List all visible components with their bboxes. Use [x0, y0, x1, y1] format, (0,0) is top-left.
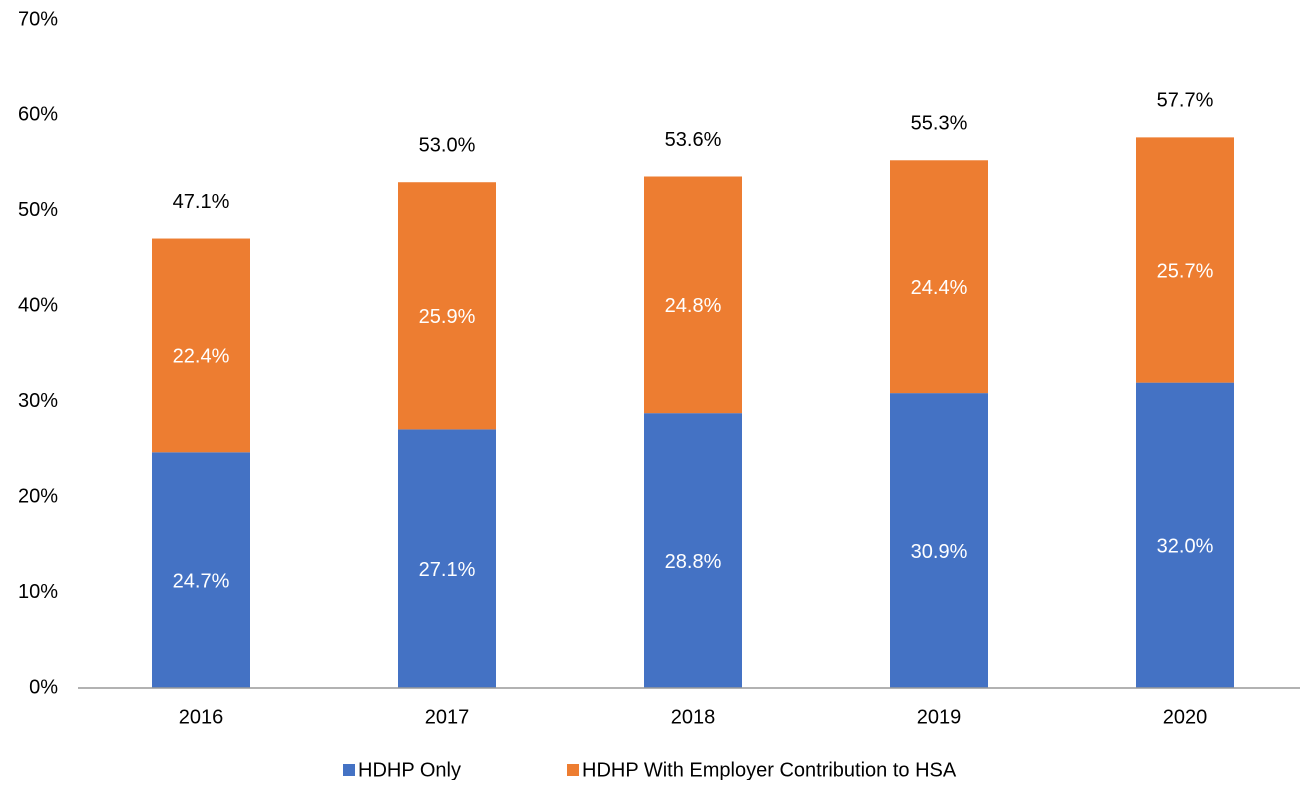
- y-tick-label: 70%: [18, 8, 58, 30]
- y-tick-label: 50%: [18, 199, 58, 221]
- y-tick-label: 0%: [29, 676, 58, 698]
- segment-label: 24.8%: [665, 295, 722, 317]
- segment-label: 22.4%: [173, 346, 230, 368]
- total-label: 53.0%: [419, 135, 476, 157]
- y-tick-label: 60%: [18, 104, 58, 126]
- bar-segment: [398, 182, 496, 430]
- segment-label: 24.4%: [911, 277, 968, 299]
- segment-label: 25.7%: [1157, 260, 1214, 282]
- bar-segment: [1136, 382, 1234, 688]
- x-tick-label: 2017: [425, 706, 470, 728]
- total-label: 57.7%: [1157, 90, 1214, 112]
- bar-segment: [644, 176, 742, 414]
- x-tick-label: 2018: [671, 706, 716, 728]
- x-tick-label: 2019: [917, 706, 962, 728]
- bar-segment: [152, 452, 250, 688]
- legend-swatch: [567, 764, 579, 776]
- segment-label: 27.1%: [419, 559, 476, 581]
- y-tick-label: 10%: [18, 581, 58, 603]
- legend-label: HDHP With Employer Contribution to HSA: [582, 759, 957, 780]
- total-label: 47.1%: [173, 191, 230, 213]
- segment-label: 32.0%: [1157, 536, 1214, 558]
- bar-segment: [890, 160, 988, 394]
- legend-label: HDHP Only: [358, 759, 461, 780]
- bar-segment: [398, 429, 496, 688]
- y-tick-label: 40%: [18, 295, 58, 317]
- legend-swatch: [343, 764, 355, 776]
- bar-segment: [644, 413, 742, 688]
- total-label: 53.6%: [665, 129, 722, 151]
- bar-segment: [890, 393, 988, 688]
- y-tick-label: 20%: [18, 485, 58, 507]
- segment-label: 30.9%: [911, 541, 968, 563]
- total-label: 55.3%: [911, 113, 968, 135]
- x-tick-label: 2020: [1163, 706, 1208, 728]
- bar-segment: [1136, 137, 1234, 383]
- segment-label: 28.8%: [665, 551, 722, 573]
- y-tick-label: 30%: [18, 390, 58, 412]
- bar-segment: [152, 238, 250, 453]
- segment-label: 24.7%: [173, 570, 230, 592]
- x-tick-label: 2016: [179, 706, 224, 728]
- segment-label: 25.9%: [419, 306, 476, 328]
